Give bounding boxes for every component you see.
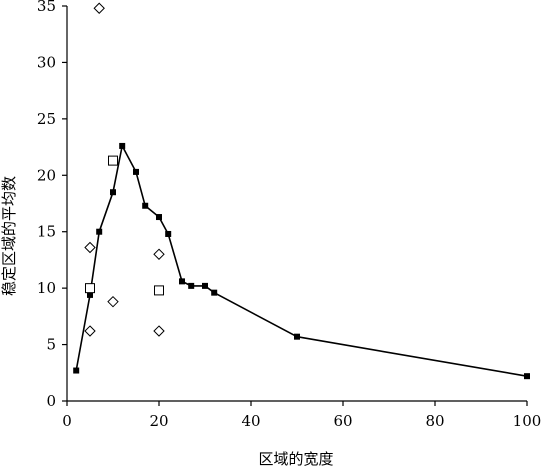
data-point-open-square [154, 285, 164, 296]
x-tick-label: 60 [333, 412, 352, 430]
data-point-open-diamond [153, 325, 165, 337]
data-point-open-diamond [153, 248, 165, 260]
data-point-filled-square [165, 230, 172, 237]
y-tick-label: 35 [37, 0, 56, 15]
y-tick-label: 10 [37, 279, 56, 297]
data-point-filled-square [87, 291, 93, 298]
data-point-open-diamond [107, 295, 119, 308]
x-tick-label: 100 [513, 412, 542, 430]
x-tick-label: 0 [62, 412, 72, 430]
x-tick-label: 40 [241, 412, 260, 430]
series-line [75, 145, 528, 377]
data-point-filled-square [179, 278, 185, 285]
y-tick-label: 0 [46, 392, 56, 410]
data-point-open-diamond [84, 325, 96, 337]
data-point-filled-square [96, 228, 103, 235]
y-tick-label: 20 [37, 166, 56, 184]
data-point-filled-square [188, 282, 195, 289]
data-point-filled-square [524, 373, 530, 380]
data-point-filled-square [119, 142, 126, 149]
data-point-open-square [85, 283, 95, 294]
series-2 [85, 155, 164, 296]
data-point-filled-square [73, 367, 80, 374]
y-tick-label: 25 [37, 110, 56, 128]
y-tick-label: 5 [46, 336, 56, 354]
data-point-open-diamond [84, 241, 96, 254]
ticks: 0 20 40 60 80 100 0 5 10 15 20 25 30 35 [37, 0, 541, 430]
data-point-open-square [108, 155, 118, 166]
y-tick-label: 15 [37, 223, 56, 241]
series-3 [84, 2, 165, 337]
x-tick-label: 80 [425, 412, 444, 430]
data-point-open-diamond [93, 2, 105, 14]
x-tick-label: 20 [149, 412, 168, 430]
data-point-filled-square [211, 289, 218, 296]
y-tick-label: 30 [37, 53, 56, 71]
series-1 [73, 142, 530, 380]
data-point-filled-square [142, 202, 149, 209]
series-layer [73, 2, 530, 380]
x-axis-title: 区域的宽度 [258, 450, 333, 468]
data-point-filled-square [294, 333, 300, 340]
data-point-filled-square [202, 282, 208, 289]
data-point-filled-square [156, 214, 162, 221]
data-point-filled-square [133, 168, 139, 175]
data-point-filled-square [110, 189, 116, 196]
y-axis-title: 稳定区域的平均数 [0, 176, 18, 296]
axes [66, 6, 527, 402]
